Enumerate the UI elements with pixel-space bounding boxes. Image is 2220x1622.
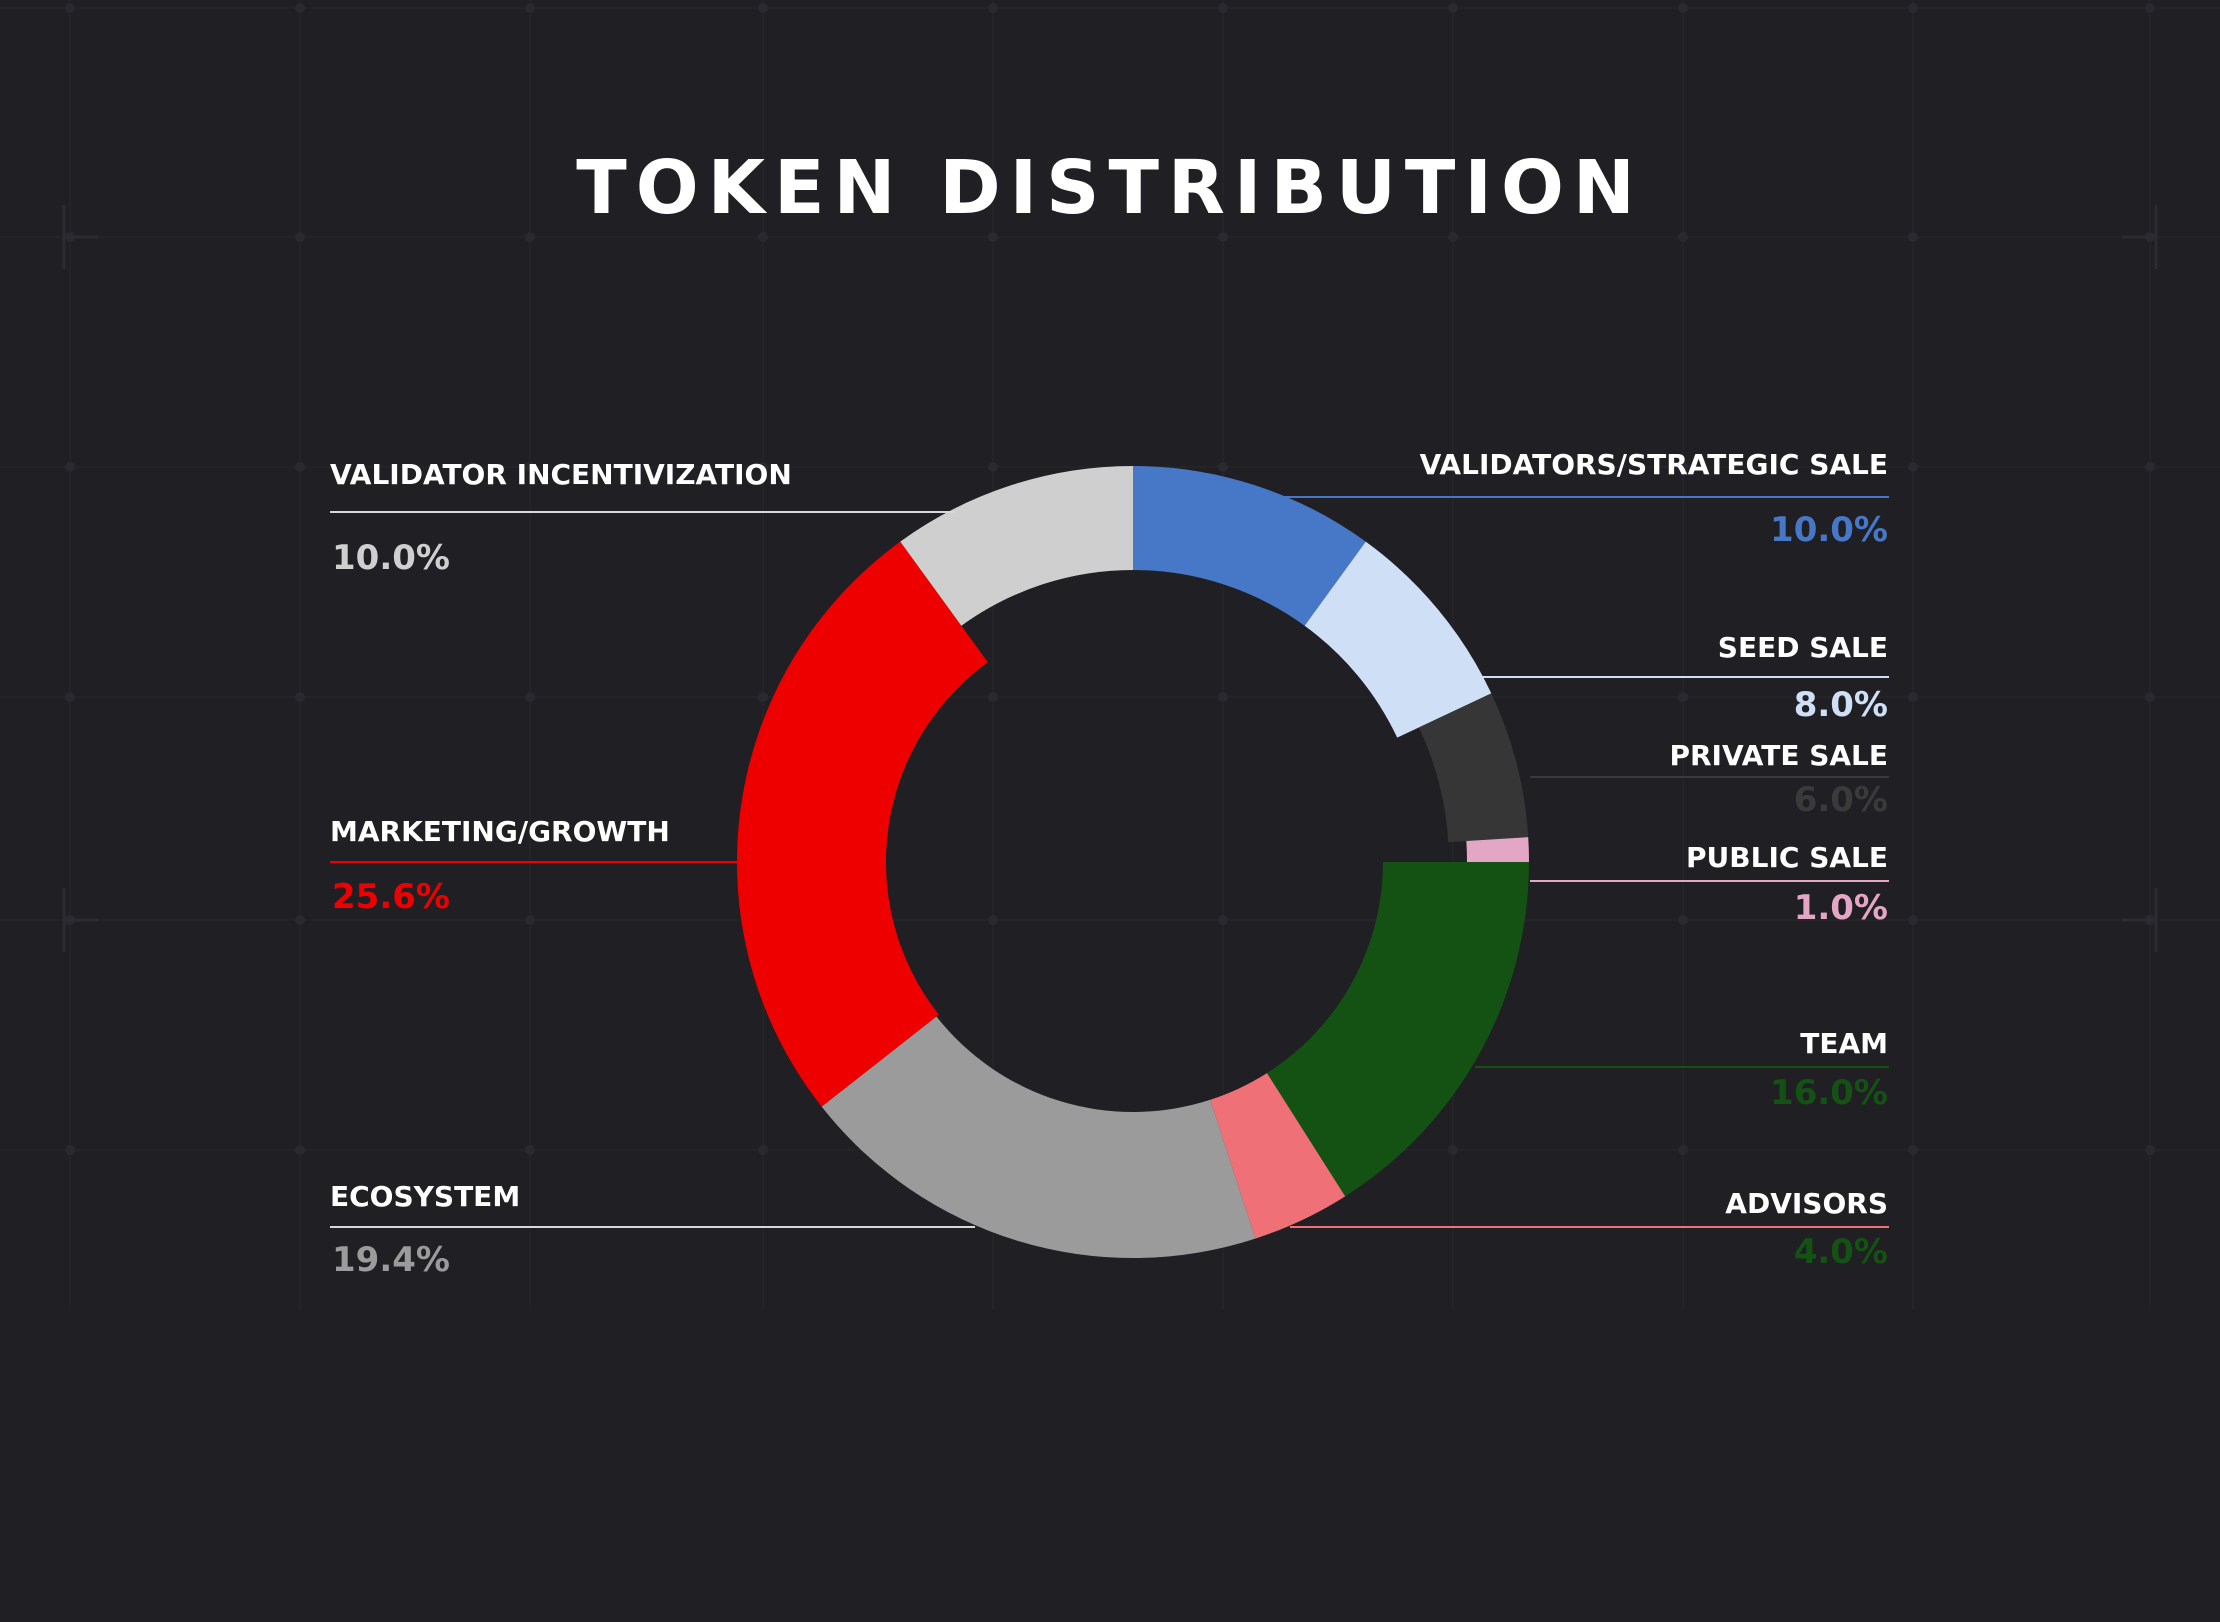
- grid-dot: [2145, 3, 2155, 13]
- grid-dot: [525, 915, 535, 925]
- grid-dot: [1678, 915, 1688, 925]
- grid-dot: [1908, 915, 1918, 925]
- slice-label-validator-incentivization: VALIDATOR INCENTIVIZATION: [330, 458, 792, 491]
- grid-dot: [1678, 462, 1688, 472]
- slice-label-marketing-growth: MARKETING/GROWTH: [330, 815, 670, 848]
- grid-dot: [1218, 3, 1228, 13]
- grid-dot: [1678, 232, 1688, 242]
- slice-value-ecosystem: 19.4%: [332, 1240, 450, 1280]
- slice-label-validators-strategic-sale: VALIDATORS/STRATEGIC SALE: [1419, 448, 1888, 481]
- grid-dot: [65, 692, 75, 702]
- grid-dot: [295, 692, 305, 702]
- grid-dot: [1908, 462, 1918, 472]
- slice-advisors: [1210, 1073, 1346, 1239]
- slice-value-team: 16.0%: [1770, 1073, 1888, 1113]
- grid-dot: [1678, 3, 1688, 13]
- slice-value-validator-incentivization: 10.0%: [332, 538, 450, 578]
- grid-dot: [758, 462, 768, 472]
- grid-dot: [525, 3, 535, 13]
- grid-dot: [295, 3, 305, 13]
- grid-dot: [295, 232, 305, 242]
- slice-value-advisors: 4.0%: [1793, 1232, 1888, 1272]
- grid-dot: [65, 462, 75, 472]
- grid-dot: [1908, 692, 1918, 702]
- grid-dot: [2145, 462, 2155, 472]
- grid-dot: [2145, 692, 2155, 702]
- grid-dot: [988, 462, 998, 472]
- grid-dot: [525, 462, 535, 472]
- slice-team: [1266, 862, 1529, 1197]
- slice-label-advisors: ADVISORS: [1725, 1187, 1888, 1220]
- grid-dot: [1218, 462, 1228, 472]
- grid-dot: [1908, 3, 1918, 13]
- corner-bracket: [62, 888, 98, 952]
- grid-dot: [758, 232, 768, 242]
- grid-dot: [65, 1145, 75, 1155]
- corner-bracket: [2122, 205, 2158, 269]
- slice-private-sale: [1418, 693, 1529, 843]
- slice-value-marketing-growth: 25.6%: [332, 877, 450, 917]
- grid-dot: [1218, 232, 1228, 242]
- grid-dot: [525, 1145, 535, 1155]
- grid-dot: [1678, 1145, 1688, 1155]
- corner-bracket: [2122, 888, 2158, 952]
- slice-label-seed-sale: SEED SALE: [1717, 631, 1888, 664]
- slice-validators-strategic-sale: [1133, 466, 1366, 626]
- slice-value-validators-strategic-sale: 10.0%: [1770, 510, 1888, 550]
- slice-value-seed-sale: 8.0%: [1793, 685, 1888, 725]
- grid-dot: [758, 1145, 768, 1155]
- grid-dot: [988, 692, 998, 702]
- grid-dot: [65, 3, 75, 13]
- slice-value-private-sale: 6.0%: [1793, 780, 1888, 820]
- grid-dot: [1448, 232, 1458, 242]
- slice-public-sale: [1466, 837, 1529, 862]
- slice-value-public-sale: 1.0%: [1793, 888, 1888, 928]
- slice-validator-incentivization: [900, 466, 1133, 626]
- slice-label-public-sale: PUBLIC SALE: [1686, 841, 1888, 874]
- grid-dot: [988, 915, 998, 925]
- slice-label-team: TEAM: [1800, 1027, 1888, 1060]
- grid-dot: [988, 3, 998, 13]
- grid-dot: [1218, 915, 1228, 925]
- slices-layer: [737, 466, 1529, 1258]
- slice-marketing-growth: [737, 541, 988, 1107]
- slice-label-private-sale: PRIVATE SALE: [1669, 739, 1888, 772]
- grid-dot: [1448, 462, 1458, 472]
- grid-dot: [1908, 1145, 1918, 1155]
- grid-dot: [988, 232, 998, 242]
- corner-bracket: [62, 205, 98, 269]
- grid-dot: [1448, 1145, 1458, 1155]
- grid-dot: [758, 3, 768, 13]
- grid-dot: [525, 692, 535, 702]
- slice-label-ecosystem: ECOSYSTEM: [330, 1180, 521, 1213]
- slice-ecosystem: [821, 1016, 1256, 1258]
- grid-dot: [758, 692, 768, 702]
- grid-dot: [295, 915, 305, 925]
- grid-dot: [2145, 1145, 2155, 1155]
- grid-dot: [1678, 692, 1688, 702]
- leader-lines-layer: [330, 496, 1889, 1228]
- grid-dot: [525, 232, 535, 242]
- grid-dot: [1908, 232, 1918, 242]
- slice-seed-sale: [1304, 541, 1492, 738]
- grid-dot: [1448, 3, 1458, 13]
- grid-dot: [295, 1145, 305, 1155]
- chart-title: TOKEN DISTRIBUTION: [576, 145, 1644, 231]
- grid-dot: [1218, 692, 1228, 702]
- grid-dot: [295, 462, 305, 472]
